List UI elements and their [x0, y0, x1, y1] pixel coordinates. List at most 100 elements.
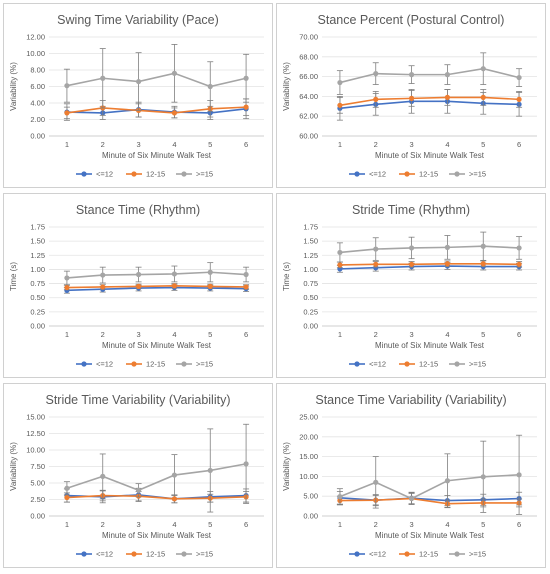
x-tick-label: 5	[208, 520, 212, 529]
data-point	[337, 262, 343, 268]
y-tick-label: 12.50	[26, 429, 45, 438]
legend-label: <=12	[96, 170, 113, 179]
data-point	[444, 478, 451, 484]
y-axis-label: Variability (%)	[9, 62, 18, 111]
y-tick-label: 12.00	[26, 33, 45, 42]
data-point	[135, 283, 142, 289]
legend-swatch-marker	[131, 361, 137, 367]
data-point	[243, 271, 249, 278]
legend-swatch-marker	[81, 171, 87, 177]
data-point	[171, 110, 178, 116]
chart-panel-2: Stance Percent (Postural Control) 60.00 62…	[276, 3, 546, 188]
x-tick-label: 5	[481, 520, 485, 529]
data-point	[207, 269, 213, 275]
legend-label: <=12	[369, 170, 386, 179]
x-tick-label: 4	[172, 140, 176, 149]
legend-label: >=15	[469, 550, 486, 559]
data-point	[337, 249, 343, 256]
x-tick-label: 6	[244, 330, 248, 339]
y-axis-label: Variability (%)	[282, 62, 291, 111]
y-tick-label: 8.00	[30, 66, 45, 75]
data-point	[171, 70, 178, 76]
chart-panel-6: Stance Time Variability (Variability) 0.0…	[276, 383, 546, 568]
series-2	[336, 89, 523, 114]
legend-swatch-marker	[181, 361, 187, 367]
y-tick-label: 1.25	[303, 251, 318, 260]
legend-swatch-marker	[131, 171, 137, 177]
data-point	[100, 272, 106, 278]
y-axis-label: Time (s)	[9, 262, 18, 291]
y-tick-label: 0.25	[30, 307, 45, 316]
x-axis-label: Minute of Six Minute Walk Test	[102, 341, 212, 350]
x-tick-label: 2	[374, 330, 378, 339]
x-tick-label: 4	[172, 330, 176, 339]
data-point	[408, 245, 415, 251]
y-tick-label: 66.00	[299, 72, 318, 81]
series-2	[63, 98, 250, 120]
series-line	[66, 72, 247, 88]
series-3	[63, 423, 250, 513]
series-3	[336, 52, 523, 95]
y-tick-label: 2.50	[30, 495, 45, 504]
x-tick-label: 2	[101, 140, 105, 149]
data-point	[373, 71, 379, 77]
series-line	[339, 265, 520, 270]
x-tick-label: 4	[445, 520, 449, 529]
series-line	[339, 474, 520, 500]
x-tick-label: 6	[244, 140, 248, 149]
chart-svg: Swing Time Variability (Pace) 0.00 2.00 4.0…	[9, 13, 264, 179]
y-tick-label: 1.50	[30, 237, 45, 246]
data-point	[373, 96, 379, 102]
series-line	[339, 96, 520, 107]
y-tick-label: 25.00	[299, 413, 318, 422]
legend-label: 12-15	[146, 170, 165, 179]
legend-label: >=15	[469, 170, 486, 179]
data-point	[64, 275, 70, 281]
series-line	[66, 107, 247, 114]
legend-label: <=12	[96, 550, 113, 559]
y-tick-label: 1.50	[303, 237, 318, 246]
data-point	[171, 496, 178, 502]
y-tick-label: 15.00	[299, 452, 318, 461]
data-point	[408, 261, 415, 267]
x-tick-label: 2	[101, 520, 105, 529]
data-point	[337, 102, 343, 108]
legend-label: >=15	[196, 170, 213, 179]
data-point	[207, 467, 213, 474]
legend-swatch-marker	[181, 171, 187, 177]
chart-svg: Stride Time (Rhythm) 0.00 0.25 0.50 0.75 1.00…	[282, 203, 537, 369]
series-line	[66, 285, 247, 289]
chart-svg: Stance Time (Rhythm) 0.00 0.25 0.50 0.75 1.00…	[9, 203, 264, 369]
series-line	[339, 262, 520, 266]
series-3	[336, 434, 523, 515]
data-point	[171, 283, 178, 289]
x-tick-label: 6	[517, 140, 521, 149]
data-point	[516, 74, 522, 81]
data-point	[207, 283, 213, 289]
legend: <=12 12-15 >=15	[349, 550, 486, 559]
data-point	[64, 494, 70, 501]
x-tick-label: 6	[517, 330, 521, 339]
y-tick-label: 0.00	[303, 322, 318, 331]
y-axis-label: Variability (%)	[9, 442, 18, 491]
data-point	[480, 243, 486, 249]
y-tick-label: 1.00	[303, 265, 318, 274]
data-point	[444, 72, 451, 78]
legend-swatch-marker	[354, 171, 360, 177]
data-point	[444, 244, 451, 250]
y-tick-label: 15.00	[26, 413, 45, 422]
y-tick-label: 20.00	[299, 432, 318, 441]
legend-swatch-marker	[454, 171, 460, 177]
legend-swatch-marker	[181, 551, 187, 557]
x-tick-label: 1	[338, 330, 342, 339]
series-line	[339, 245, 520, 254]
data-point	[480, 261, 486, 267]
data-point	[64, 110, 70, 116]
series-line	[66, 106, 247, 114]
x-axis-label: Minute of Six Minute Walk Test	[102, 151, 212, 160]
data-point	[135, 487, 142, 493]
x-tick-label: 4	[445, 330, 449, 339]
legend-swatch-marker	[81, 551, 87, 557]
series-3	[63, 262, 250, 286]
chart-panel-5: Stride Time Variability (Variability) 0.0…	[3, 383, 273, 568]
